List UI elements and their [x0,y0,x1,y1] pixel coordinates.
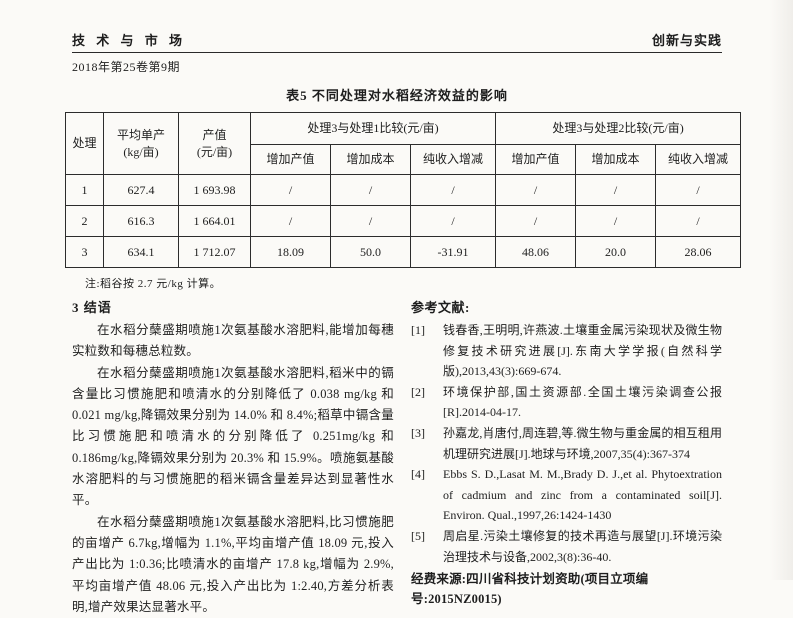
table-title: 表5 不同处理对水稻经济效益的影响 [286,88,508,103]
col-group-treatment3-vs-2: 处理3与处理2比较(元/亩) [495,112,742,145]
col-header-add-cost-2: 增加成本 [575,144,657,175]
table-cell: / [495,174,577,206]
reference-label: [4] [411,467,425,482]
col-header-output-value: 产值 (元/亩) [178,112,251,175]
reference-text: 钱春香,王明明,许燕波.土壤重金属污染现状及微生物修复技术研究进展[J].东南大… [443,323,722,379]
column-section-label: 创新与实践 [651,33,722,48]
economic-benefit-table: 处理 平均单产 (kg/亩) 产值 (元/亩) 处理3与处理1比较(元/亩) 处… [65,112,742,268]
table-cell: 2 [65,205,104,237]
table-cell: 1 664.01 [178,205,251,237]
reference-item: [5] 周启星.污染土壤修复的技术再造与展望[J].环境污染治理技术与设备,20… [411,526,722,567]
col-header-treatment: 处理 [65,112,104,175]
col-header-net-income-1: 纯收入增减 [409,144,497,175]
table-cell: 1 [65,174,104,206]
conclusion-section: 3 结语 在水稻分蘖盛期喷施1次氨基酸水溶肥料,能增加每穗实粒数和每穗总粒数。 … [72,297,394,618]
table-cell: / [250,205,331,237]
reference-item: [3] 孙嘉龙,肖唐付,周连碧,等.微生物与重金属的相互租用机理研究进展[J].… [411,423,722,464]
reference-label: [3] [411,425,425,440]
conclusion-paragraph: 在水稻分蘖盛期喷施1次氨基酸水溶肥料,稻米中的镉含量比习惯施肥和喷清水的分别降低… [72,365,394,508]
table-note: 注:稻谷按 2.7 元/kg 计算。 [85,278,222,290]
table-cell: / [575,205,657,237]
col-header-add-value-2: 增加产值 [495,144,577,175]
table-cell: -31.91 [409,236,497,268]
reference-label: [5] [411,528,425,543]
table-cell: 28.06 [655,236,742,268]
avg-yield-label: 平均单产 [116,128,165,143]
table-cell: / [409,205,497,237]
table-row: 3 634.1 1 712.07 18.09 50.0 -31.91 48.06… [65,236,742,268]
issue-info: 2018年第25卷第9期 [72,60,181,74]
col-header-avg-yield: 平均单产 (kg/亩) [103,112,179,175]
table-cell: / [495,205,577,237]
conclusion-paragraph: 在水稻分蘖盛期喷施1次氨基酸水溶肥料,比习惯施肥的亩增产 6.7kg,增幅为 1… [72,514,394,614]
col-header-add-cost-1: 增加成本 [330,144,411,175]
references-section: 参考文献: [1] 钱春香,王明明,许燕波.土壤重金属污染现状及微生物修复技术研… [411,297,722,618]
col-header-net-income-2: 纯收入增减 [655,144,742,175]
reference-label: [1] [411,323,425,337]
conclusion-heading: 3 结语 [72,300,112,315]
reference-text: 孙嘉龙,肖唐付,周连碧,等.微生物与重金属的相互租用机理研究进展[J].地球与环… [443,425,722,461]
reference-text: 周启星.污染土壤修复的技术再造与展望[J].环境污染治理技术与设备,2002,3… [443,528,722,564]
table-cell: / [330,174,411,206]
running-head: 技 术 与 市 场 创新与实践 [72,30,722,53]
col-group-treatment3-vs-1: 处理3与处理1比较(元/亩) [249,112,497,145]
table-cell: / [409,174,497,206]
table-cell: 3 [65,236,104,268]
table-cell: / [655,205,742,237]
table-cell: 1 712.07 [178,236,251,268]
references-heading: 参考文献: [411,300,470,315]
reference-text: Ebbs S. D.,Lasat M. M.,Brady D. J.,et al… [443,467,722,523]
table-cell: 1 693.98 [178,174,251,206]
output-value-label: 产值 [202,128,227,143]
output-value-unit: (元/亩) [196,144,233,159]
table-cell: 20.0 [575,236,657,268]
table-row: 2 616.3 1 664.01 / / / / / / [65,205,742,237]
avg-yield-unit: (kg/亩) [123,144,159,159]
reference-label: [2] [411,384,425,399]
conclusion-paragraph: 在水稻分蘖盛期喷施1次氨基酸水溶肥料,能增加每穗实粒数和每穗总粒数。 [72,323,394,359]
col-header-add-value-1: 增加产值 [250,144,331,175]
reference-item: [2] 环境保护部,国土资源部.全国土壤污染调查公报[R].2014-04-17… [411,382,722,423]
table-row: 1 627.4 1 693.98 / / / / / / [65,174,742,206]
table-cell: 18.09 [250,236,331,268]
funding-note: 经费来源:四川省科技计划资助(项目立项编号:2015NZ0015) [411,572,649,607]
reference-item: [4] Ebbs S. D.,Lasat M. M.,Brady D. J.,e… [411,464,722,526]
table-cell: 616.3 [103,205,179,237]
table-cell: / [330,205,411,237]
reference-item: [1] 钱春香,王明明,许燕波.土壤重金属污染现状及微生物修复技术研究进展[J]… [411,320,722,382]
table-cell: / [250,174,331,206]
table-cell: 48.06 [495,236,577,268]
two-column-body: 3 结语 在水稻分蘖盛期喷施1次氨基酸水溶肥料,能增加每穗实粒数和每穗总粒数。 … [72,297,722,618]
table-cell: 50.0 [330,236,411,268]
table-cell: / [575,174,657,206]
table-cell: / [655,174,742,206]
journal-name: 技 术 与 市 场 [72,33,187,48]
table-cell: 627.4 [103,174,179,206]
reference-text: 环境保护部,国土资源部.全国土壤污染调查公报[R].2014-04-17. [443,384,722,420]
table-cell: 634.1 [103,236,179,268]
